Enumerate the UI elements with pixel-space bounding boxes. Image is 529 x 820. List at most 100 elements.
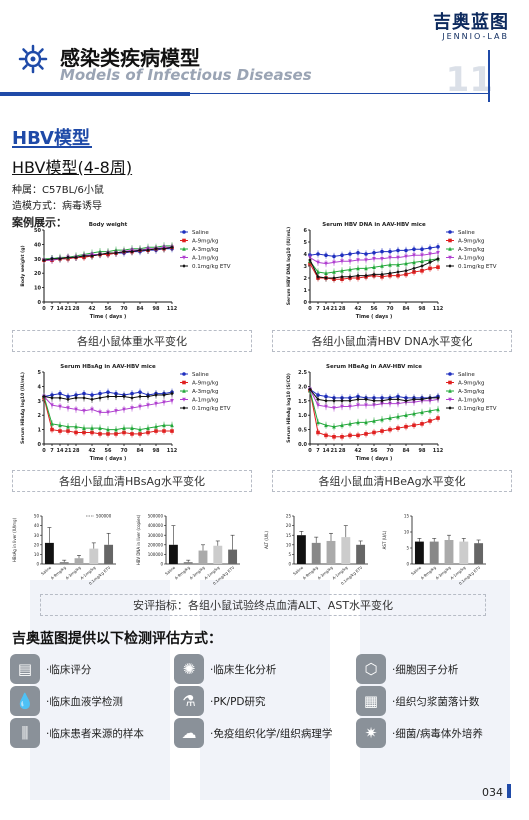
data-point bbox=[356, 273, 360, 278]
legend-label: Saline bbox=[458, 230, 475, 236]
bar bbox=[44, 542, 54, 564]
data-point bbox=[372, 399, 376, 403]
x-tick-label: 112 bbox=[433, 306, 444, 312]
data-point bbox=[74, 407, 78, 412]
data-point bbox=[138, 432, 142, 436]
y-axis-label: Serum HBeAg log10 (S/CO) bbox=[286, 373, 292, 443]
page-number-bar bbox=[507, 784, 511, 798]
data-point bbox=[396, 248, 400, 253]
service-item: ▤ ·临床评分 bbox=[10, 654, 180, 684]
data-point bbox=[372, 272, 376, 277]
x-tick-label: Saline bbox=[40, 565, 53, 577]
header-vertical-bar bbox=[488, 50, 490, 102]
data-point bbox=[162, 400, 166, 405]
data-point bbox=[348, 267, 352, 272]
data-point bbox=[82, 430, 86, 435]
data-point bbox=[324, 399, 328, 403]
flask-icon: ⚗ bbox=[174, 686, 204, 716]
data-point bbox=[412, 411, 416, 416]
y-tick-label: 2 bbox=[304, 276, 308, 282]
data-point bbox=[182, 372, 186, 376]
data-point bbox=[396, 262, 400, 267]
data-point bbox=[182, 255, 186, 260]
y-axis-label: HBsAg in liver (IU/mg) bbox=[12, 517, 17, 562]
data-point bbox=[404, 254, 408, 259]
chart-title: Body weight bbox=[89, 222, 128, 228]
data-point bbox=[404, 424, 408, 429]
y-tick-label: 20 bbox=[34, 271, 41, 277]
x-tick-label: 84 bbox=[137, 306, 144, 312]
molecule-icon: ✺ bbox=[174, 654, 204, 684]
data-point bbox=[324, 422, 328, 428]
x-tick-label: 112 bbox=[433, 448, 444, 454]
caption-body-weight: 各组小鼠体重水平变化 bbox=[12, 330, 252, 352]
data-point bbox=[404, 269, 408, 273]
x-tick-label: 0 bbox=[42, 448, 46, 454]
service-label: ·临床评分 bbox=[46, 664, 92, 676]
x-tick-label: 98 bbox=[419, 306, 426, 312]
data-point bbox=[348, 259, 352, 264]
method-text: 造模方式：病毒诱导 bbox=[12, 201, 102, 212]
data-point bbox=[364, 432, 368, 436]
data-point bbox=[380, 263, 384, 268]
hbeag-chart: Serum HBeAg in AAV-HBV mice 0.0 0.5 1.0 1.5 2… bbox=[286, 364, 497, 462]
x-tick-label: 84 bbox=[137, 448, 144, 454]
chart-title: Serum HBV DNA in AAV-HBV mice bbox=[322, 222, 426, 228]
legend-label: A-1mg/kg bbox=[458, 398, 485, 404]
bar bbox=[296, 535, 306, 564]
service-label: ·临床患者来源的样本 bbox=[46, 728, 144, 740]
clipboard-icon: ▤ bbox=[10, 654, 40, 684]
y-tick-label: 0 bbox=[288, 562, 291, 567]
y-tick-label: 15 bbox=[286, 533, 292, 538]
bar bbox=[74, 558, 84, 564]
data-point bbox=[448, 380, 452, 385]
x-axis-label: Time ( days ) bbox=[356, 314, 393, 320]
data-point bbox=[356, 403, 360, 408]
y-tick-label: 10 bbox=[286, 542, 292, 547]
data-point bbox=[380, 417, 384, 422]
data-point bbox=[348, 252, 352, 256]
data-point bbox=[340, 268, 344, 273]
data-point bbox=[98, 391, 102, 396]
data-point bbox=[74, 255, 78, 260]
data-point bbox=[74, 430, 78, 435]
data-point bbox=[114, 394, 118, 399]
data-point bbox=[380, 257, 384, 262]
y-tick-label: 25 bbox=[286, 514, 292, 519]
service-label: ·免疫组织化学/组织病理学 bbox=[210, 728, 333, 740]
y-tick-label: 10 bbox=[34, 286, 41, 292]
data-point bbox=[316, 393, 320, 397]
y-tick-label: 40 bbox=[34, 523, 40, 528]
data-point bbox=[388, 249, 392, 254]
legend-label: A-3mg/kg bbox=[458, 247, 485, 253]
data-point bbox=[182, 388, 186, 393]
data-point bbox=[82, 425, 86, 430]
bar bbox=[459, 541, 469, 564]
y-tick-label: 0.0 bbox=[298, 442, 307, 448]
x-tick-label: 84 bbox=[403, 306, 410, 312]
bar bbox=[429, 541, 439, 564]
y-tick-label: 2.0 bbox=[298, 384, 307, 390]
y-tick-label: 6 bbox=[304, 228, 308, 234]
data-point bbox=[340, 399, 344, 403]
x-tick-label: 98 bbox=[153, 306, 160, 312]
x-tick-label: Saline bbox=[164, 565, 177, 577]
legend-label: A-1mg/kg bbox=[192, 256, 219, 262]
y-tick-label: 30 bbox=[34, 257, 41, 263]
data-point bbox=[82, 391, 86, 396]
data-point bbox=[324, 276, 328, 280]
data-point bbox=[428, 246, 432, 250]
data-point bbox=[50, 427, 54, 432]
data-point bbox=[340, 253, 344, 257]
data-point bbox=[332, 424, 336, 429]
data-point bbox=[82, 409, 86, 414]
y-tick-label: 40 bbox=[34, 242, 41, 248]
x-tick-label: 56 bbox=[371, 306, 378, 312]
data-point bbox=[122, 407, 126, 412]
y-tick-label: 0.5 bbox=[298, 428, 307, 434]
data-point bbox=[448, 388, 452, 393]
x-tick-label: 70 bbox=[121, 306, 128, 312]
data-point bbox=[372, 403, 376, 408]
